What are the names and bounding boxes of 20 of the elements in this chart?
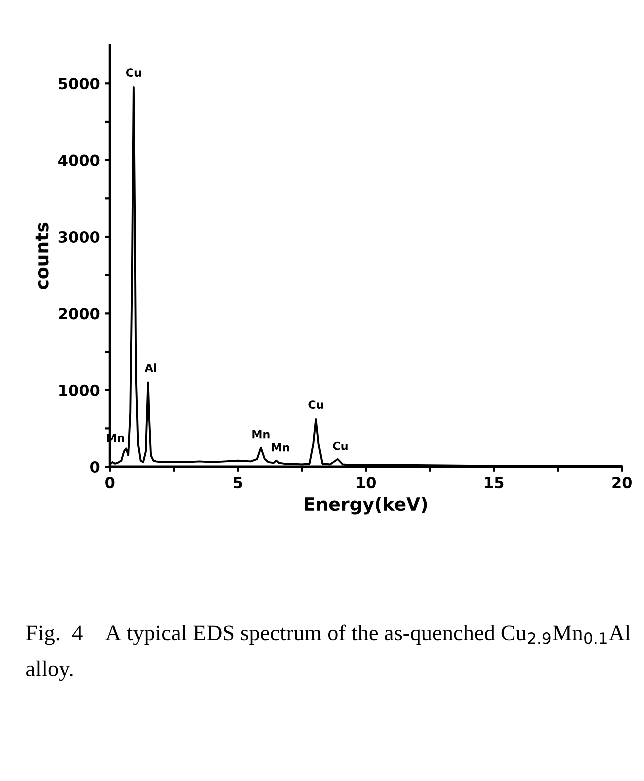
y-tick-label: 3000 xyxy=(58,231,100,244)
y-tick-label: 1000 xyxy=(60,384,100,396)
annotation: Cu xyxy=(333,442,348,450)
x-tick-label: 5 xyxy=(234,477,242,489)
x-tick-label: 15 xyxy=(485,477,504,489)
annotation: Cu xyxy=(308,400,324,410)
x-axis-title: Energy(keV) xyxy=(305,497,428,515)
text: Fig. 4 A typical EDS spectrum of the as-quenched Cu$_{2.9}$Mn$_{0.1}$Al alloy. xyxy=(26,624,631,682)
x-tick-label: 20 xyxy=(612,477,632,489)
annotation: Mn xyxy=(272,444,290,452)
annotation: Cu xyxy=(126,68,142,77)
y-tick-label: 5000 xyxy=(59,78,100,90)
annotation: Al xyxy=(144,364,156,372)
x-tick-label: 0 xyxy=(106,477,115,489)
x-tick-label: 10 xyxy=(357,477,376,489)
y-tick-label: 2000 xyxy=(59,308,100,320)
y-tick-label: 0 xyxy=(90,462,100,474)
y-tick-label: 4000 xyxy=(58,154,100,166)
y-axis-title: counts xyxy=(36,222,49,290)
annotation: Mn xyxy=(252,430,270,439)
